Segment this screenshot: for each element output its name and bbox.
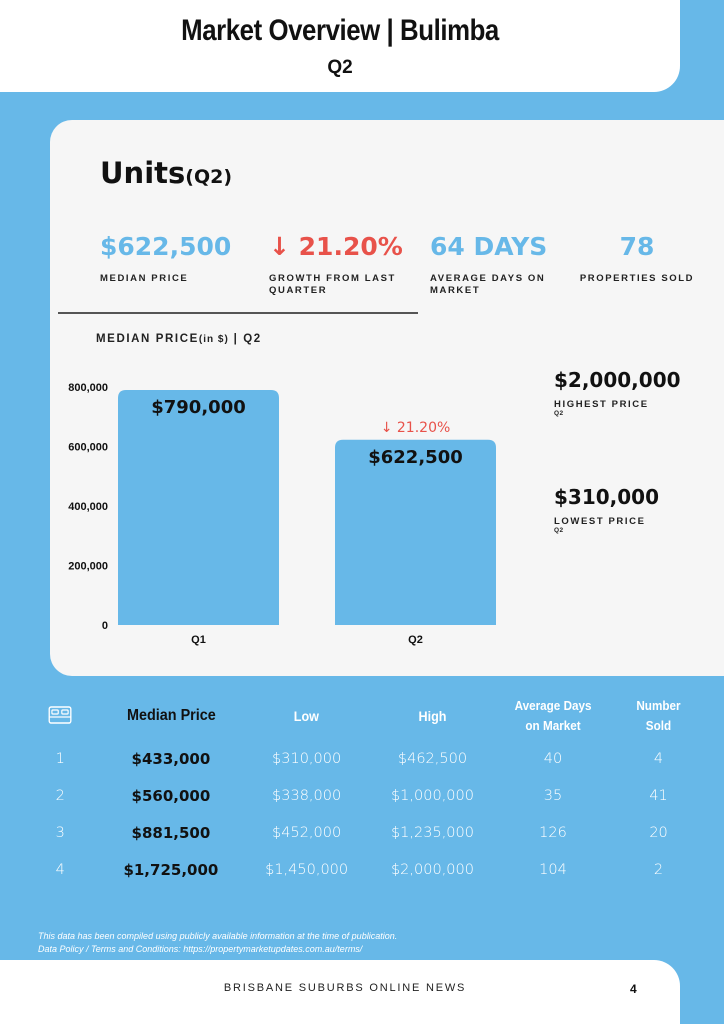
- x-tick-label: Q1: [191, 634, 206, 646]
- bed-icon: [24, 692, 96, 740]
- divider: [58, 312, 418, 314]
- units-card: Units(Q2) $622,500 MEDIAN PRICE ↓ 21.20%…: [50, 120, 724, 676]
- footer-card: BRISBANE SUBURBS ONLINE NEWS 4: [0, 960, 680, 1024]
- cell-sold: 41: [649, 787, 668, 804]
- table-row: 4 $1,725,000 $1,450,000 $2,000,000 104 2: [20, 851, 704, 888]
- cell-median: $881,500: [131, 823, 211, 842]
- table-row: 3 $881,500 $452,000 $1,235,000 126 20: [20, 814, 704, 851]
- cell-low: $1,450,000: [265, 861, 349, 878]
- kpi-value: $622,500: [100, 232, 232, 261]
- chart-title-main: MEDIAN PRICE: [96, 333, 199, 345]
- kpi-days-on-market: 64 DAYS AVERAGE DAYS ON MARKET: [430, 232, 560, 297]
- data-label: $790,000: [151, 397, 246, 418]
- cell-high: $1,000,000: [390, 787, 474, 804]
- cell-days: 104: [539, 861, 567, 878]
- section-title: Units(Q2): [100, 156, 232, 190]
- y-tick-label: 600,000: [68, 442, 108, 454]
- page-number: 4: [630, 982, 637, 996]
- cell-median: $560,000: [131, 786, 211, 805]
- kpi-label: PROPERTIES SOLD: [579, 273, 695, 284]
- cell-days: 126: [539, 824, 567, 841]
- chart-title-suffix: | Q2: [233, 333, 262, 345]
- kpi-value: 64 DAYS: [430, 232, 548, 261]
- cell-sold: 20: [649, 824, 668, 841]
- cell-high: $2,000,000: [390, 861, 474, 878]
- bar-q1: [118, 389, 279, 625]
- header-number-sold: Number Sold: [618, 692, 700, 740]
- cell-days: 35: [543, 787, 563, 804]
- header-days-line2: on Market: [525, 718, 581, 733]
- cell-high: $1,235,000: [390, 824, 474, 841]
- page-title: Market Overview | Bulimba: [181, 14, 499, 47]
- header-low: Low: [294, 708, 320, 724]
- table-row: 1 $433,000 $310,000 $462,500 40 4: [20, 740, 704, 777]
- cell-low: $452,000: [272, 824, 342, 841]
- highest-price-value: $2,000,000: [554, 368, 681, 392]
- lowest-price-label: LOWEST PRICE: [554, 516, 646, 527]
- cell-beds: 3: [55, 824, 65, 841]
- highest-price-label: HIGHEST PRICE: [554, 399, 649, 410]
- y-tick-label: 0: [102, 620, 108, 632]
- cell-low: $310,000: [272, 750, 342, 767]
- kpi-properties-sold: 78 PROPERTIES SOLD: [577, 232, 697, 285]
- highest-price-stat: $2,000,000 HIGHEST PRICE Q2: [554, 368, 681, 417]
- kpi-value: 78: [619, 232, 655, 261]
- highest-price-sub: Q2: [554, 410, 564, 417]
- chart-title-unit: (in $): [198, 334, 229, 345]
- y-tick-label: 200,000: [68, 561, 108, 573]
- y-tick-label: 400,000: [68, 501, 108, 513]
- kpi-label: GROWTH FROM LAST QUARTER: [269, 273, 396, 296]
- kpi-label: MEDIAN PRICE: [100, 273, 189, 284]
- cell-sold: 4: [653, 750, 664, 767]
- change-annotation: ↓ 21.20%: [381, 420, 451, 436]
- chart-title: MEDIAN PRICE(in $) | Q2: [96, 333, 262, 345]
- page-subtitle: Q2: [327, 57, 353, 78]
- table-header-row: Median Price Low High Average Days on Mar…: [20, 692, 704, 740]
- y-tick-label: 800,000: [68, 382, 108, 394]
- cell-high: $462,500: [397, 750, 468, 767]
- footnote: This data has been compiled using public…: [38, 930, 397, 956]
- kpi-median-price: $622,500 MEDIAN PRICE: [100, 232, 231, 285]
- table-row: 2 $560,000 $338,000 $1,000,000 35 41: [20, 777, 704, 814]
- header-average-days: Average Days on Market: [499, 692, 607, 740]
- header-card: Market Overview | Bulimba Q2: [0, 0, 680, 92]
- lowest-price-sub: Q2: [554, 527, 564, 534]
- header-sold-line2: Sold: [645, 718, 672, 733]
- header-days-line1: Average Days: [514, 698, 592, 713]
- cell-days: 40: [543, 750, 563, 767]
- x-tick-label: Q2: [408, 634, 423, 646]
- bar-q2: [335, 439, 496, 625]
- data-label: $622,500: [368, 447, 463, 468]
- section-title-suffix: (Q2): [185, 166, 233, 188]
- cell-median: $1,725,000: [123, 860, 219, 879]
- kpi-label: AVERAGE DAYS ON MARKET: [430, 273, 546, 296]
- footnote-line1: This data has been compiled using public…: [38, 931, 398, 941]
- footer-publication: BRISBANE SUBURBS ONLINE NEWS: [223, 982, 467, 994]
- cell-low: $338,000: [272, 787, 342, 804]
- lowest-price-stat: $310,000 LOWEST PRICE Q2: [554, 485, 659, 534]
- cell-beds: 1: [55, 750, 65, 767]
- median-price-chart: 0 200,000 400,000 600,000 800,000 $790,000 Q1 $…: [68, 382, 496, 646]
- kpi-value: ↓ 21.20%: [269, 232, 403, 261]
- cell-beds: 2: [55, 787, 65, 804]
- price-by-bedrooms-table: Median Price Low High Average Days on Mar…: [20, 692, 704, 888]
- header-high: High: [418, 708, 447, 724]
- kpi-growth: ↓ 21.20% GROWTH FROM LAST QUARTER: [269, 232, 419, 297]
- cell-median: $433,000: [131, 749, 211, 768]
- cell-sold: 2: [653, 861, 664, 878]
- cell-beds: 4: [55, 861, 65, 878]
- header-median-price: Median Price: [126, 707, 216, 724]
- header-sold-line1: Number: [636, 698, 681, 713]
- lowest-price-value: $310,000: [554, 485, 660, 509]
- footnote-line2: Data Policy / Terms and Conditions: http…: [38, 944, 363, 954]
- section-title-text: Units: [100, 156, 186, 190]
